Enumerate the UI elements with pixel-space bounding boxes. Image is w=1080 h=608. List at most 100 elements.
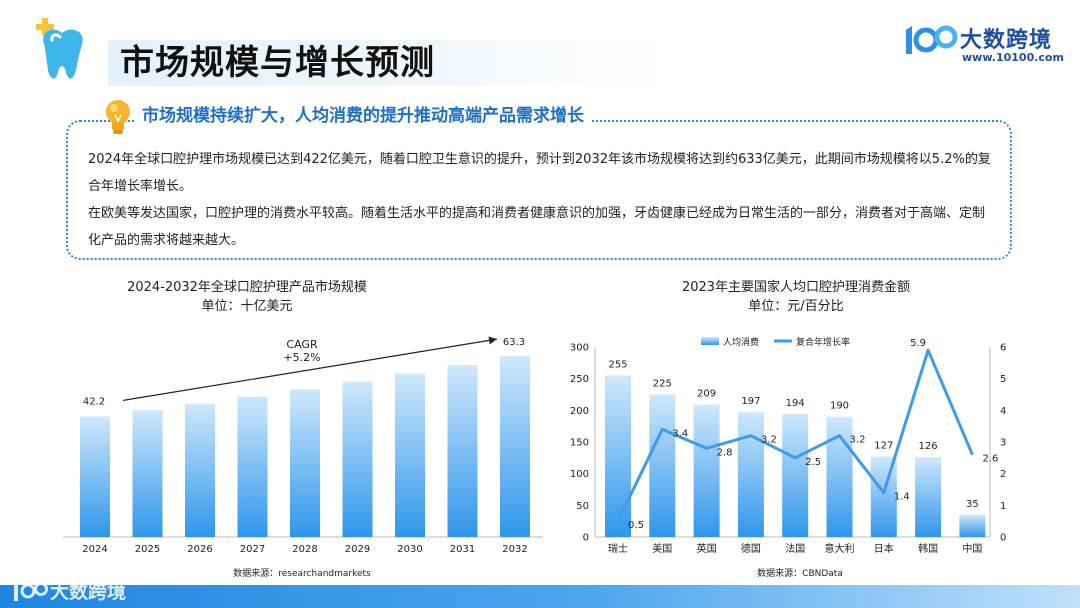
bar (915, 457, 942, 537)
bar (447, 365, 478, 537)
right-y-tick-label: 6 (1000, 343, 1006, 354)
x-tick-label: 2024 (82, 544, 107, 555)
bar-value-label: 225 (653, 379, 672, 390)
summary-text: 2024年全球口腔护理市场规模已达到422亿美元，随着口腔卫生意识的提升，预计到… (88, 146, 993, 254)
left-y-tick-label: 250 (570, 374, 589, 385)
line-value-label: 3.2 (761, 435, 777, 446)
x-tick-label: 德国 (741, 542, 761, 555)
right-y-tick-label: 1 (1000, 501, 1006, 512)
bar (605, 375, 631, 537)
x-tick-label: 2025 (135, 544, 160, 555)
bar (649, 394, 676, 537)
legend-label: 人均消费 (723, 336, 759, 348)
x-tick-label: 韩国 (918, 542, 938, 555)
x-tick-label: 2027 (240, 544, 265, 555)
brand-url[interactable]: www.10100.com (962, 51, 1064, 64)
x-tick-label: 英国 (697, 542, 717, 555)
summary-box (66, 120, 1012, 260)
bar-value-label: 197 (741, 396, 760, 407)
bar-value-label: 127 (874, 441, 893, 452)
line-value-label: 3.2 (850, 435, 866, 446)
left-y-tick-label: 200 (570, 406, 589, 417)
x-tick-label: 中国 (962, 542, 982, 555)
summary-paragraph-2: 在欧美等发达国家，口腔护理的消费水平较高。随着生活水平的提高和消费者健康意识的加… (88, 206, 986, 248)
line-value-label: 5.9 (910, 338, 926, 349)
line-value-label: 1.4 (894, 492, 910, 503)
legend-label: 复合年增长率 (796, 336, 850, 348)
cagr-arrow-head (488, 336, 497, 345)
cagr-annotation-label: CAGR (286, 338, 318, 351)
line-value-label: 2.5 (805, 457, 821, 468)
line-value-label: 2.8 (717, 447, 733, 458)
x-tick-label: 瑞士 (608, 542, 628, 555)
bar (185, 403, 215, 537)
line-value-label: 2.6 (982, 454, 998, 465)
bar (959, 514, 986, 537)
bar (237, 396, 268, 537)
legend-swatch-bar (701, 337, 719, 345)
right-y-tick-label: 5 (1000, 374, 1006, 385)
bar-value-label: 126 (919, 441, 938, 452)
x-tick-label: 2032 (502, 544, 527, 555)
left-y-tick-label: 50 (576, 501, 589, 512)
bar (395, 373, 425, 537)
footer-band (0, 585, 1080, 608)
chart-source: 数据来源：researchandmarkets (233, 567, 371, 579)
growth-rate-line (616, 348, 974, 522)
chart-subtitle: 单位：元/百分比 (748, 299, 843, 314)
right-y-tick-label: 4 (1000, 406, 1006, 417)
brand-logo-icon (906, 25, 958, 54)
chart-subtitle: 单位：十亿美元 (201, 299, 292, 314)
per-capita-spend-chart: 2023年主要国家人均口腔护理消费金额单位：元/百分比0501001502002… (570, 279, 1006, 579)
title-band (108, 40, 668, 86)
bar-value-label: 255 (608, 360, 627, 371)
left-y-tick-label: 100 (570, 469, 589, 480)
footer-brand-name: 大数跨境 (50, 581, 127, 603)
bar-value-label: 190 (830, 401, 849, 412)
summary-paragraph-1: 2024年全球口腔护理市场规模已达到422亿美元，随着口腔卫生意识的提升，预计到… (88, 152, 991, 194)
bar (737, 412, 764, 537)
x-tick-label: 2026 (187, 544, 212, 555)
brand: 大数跨境 www.10100.com (902, 20, 1064, 66)
lightbulb-icon (106, 100, 130, 134)
x-tick-label: 2029 (345, 544, 370, 555)
x-tick-label: 美国 (652, 542, 672, 555)
left-y-tick-label: 0 (583, 533, 589, 544)
x-tick-label: 2030 (397, 544, 422, 555)
brand-name: 大数跨境 (960, 28, 1053, 53)
right-y-tick-label: 0 (1000, 533, 1006, 544)
bar (870, 456, 897, 537)
left-y-tick-label: 150 (570, 438, 589, 449)
footer-logo-icon (14, 581, 48, 601)
left-y-tick-label: 300 (570, 343, 589, 354)
bar (693, 404, 720, 537)
bar (782, 414, 809, 537)
data-label: 63.3 (503, 337, 525, 348)
x-tick-label: 2031 (450, 544, 475, 555)
bar (132, 410, 163, 537)
line-value-label: 0.5 (628, 520, 644, 531)
bar-value-label: 35 (966, 499, 979, 510)
x-tick-label: 2028 (292, 544, 317, 555)
chart-title: 2024-2032年全球口腔护理产品市场规模 (127, 279, 367, 295)
data-label: 42.2 (83, 396, 105, 407)
summary-heading: 市场规模持续扩大，人均消费的提升推动高端产品需求增长 (136, 104, 590, 128)
tooth-icon (36, 18, 83, 79)
bar-value-label: 209 (697, 389, 716, 400)
x-tick-label: 意大利 (825, 542, 855, 555)
bar-value-label: 194 (786, 398, 805, 409)
bar (290, 389, 320, 537)
chart-source: 数据来源：CBNData (757, 567, 843, 579)
right-y-tick-label: 2 (1000, 469, 1006, 480)
bar (500, 356, 530, 537)
page-title: 市场规模与增长预测 (120, 43, 435, 83)
bar (342, 381, 373, 537)
chart-title: 2023年主要国家人均口腔护理消费金额 (682, 279, 910, 295)
line-value-label: 3.4 (672, 428, 688, 439)
x-tick-label: 法国 (785, 542, 805, 555)
x-tick-label: 日本 (874, 542, 894, 555)
bar (80, 416, 110, 537)
right-y-tick-label: 3 (1000, 438, 1006, 449)
cagr-arrow-line (122, 338, 498, 402)
